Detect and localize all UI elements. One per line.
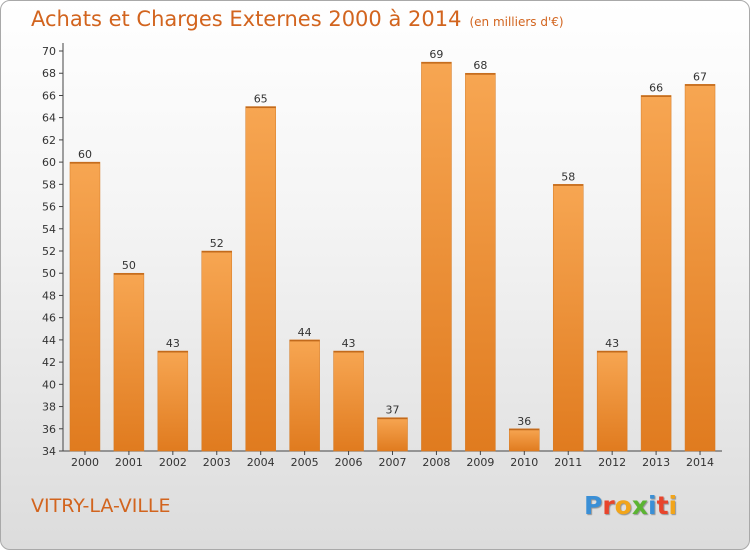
bar <box>113 272 145 452</box>
bar <box>684 84 716 452</box>
place-name: VITRY-LA-VILLE <box>31 495 171 517</box>
y-tick-label: 34 <box>42 445 56 458</box>
bar-top-edge <box>69 162 100 164</box>
x-tick-label: 2011 <box>554 456 582 469</box>
data-label: 36 <box>517 415 531 428</box>
y-tick-label: 38 <box>42 401 56 414</box>
y-tick-label: 44 <box>42 334 56 347</box>
bar-top-edge <box>289 339 320 342</box>
y-tick-label: 40 <box>42 378 56 391</box>
y-tick-label: 48 <box>42 289 56 302</box>
logo-letter: r <box>602 491 615 520</box>
data-label: 52 <box>210 237 224 250</box>
chart-title: Achats et Charges Externes 2000 à 2014 (e… <box>31 7 564 31</box>
bar-top-edge <box>641 95 672 97</box>
x-tick-label: 2006 <box>335 456 363 469</box>
logo-letter: i <box>648 491 657 520</box>
x-tick-label: 2000 <box>71 456 99 469</box>
data-label: 50 <box>122 259 136 272</box>
bar <box>377 417 408 452</box>
data-label: 43 <box>342 337 356 350</box>
y-tick-label: 70 <box>42 45 56 58</box>
bar-top-edge <box>377 417 408 420</box>
y-tick-label: 66 <box>42 89 56 102</box>
bar <box>552 184 584 452</box>
bar-top-edge <box>157 351 188 353</box>
bar-top-edge <box>553 184 584 186</box>
bar-top-edge <box>685 84 716 86</box>
logo-letter: P <box>584 491 603 520</box>
x-tick-label: 2010 <box>510 456 538 469</box>
chart-title-text: Achats et Charges Externes 2000 à 2014 <box>31 7 462 31</box>
data-label: 44 <box>298 326 312 339</box>
x-tick-label: 2012 <box>598 456 626 469</box>
y-tick-label: 58 <box>42 178 56 191</box>
bar <box>333 350 364 452</box>
bar-top-edge <box>333 351 364 353</box>
data-label: 65 <box>254 93 268 106</box>
x-tick-label: 2014 <box>686 456 714 469</box>
x-tick-label: 2009 <box>466 456 494 469</box>
x-tick-label: 2003 <box>203 456 231 469</box>
x-tick-label: 2007 <box>379 456 407 469</box>
data-label: 43 <box>166 337 180 350</box>
data-label: 66 <box>649 81 663 94</box>
x-tick-label: 2005 <box>291 456 319 469</box>
bar <box>596 350 628 452</box>
data-label: 43 <box>605 337 619 350</box>
y-tick-label: 46 <box>42 312 56 325</box>
y-tick-label: 36 <box>42 423 56 436</box>
y-tick-label: 52 <box>42 245 56 258</box>
bar <box>640 95 672 452</box>
x-tick-label: 2008 <box>422 456 450 469</box>
y-tick-label: 42 <box>42 356 56 369</box>
bar-top-edge <box>201 251 232 253</box>
logo-letter: o <box>614 491 632 520</box>
bar <box>245 106 276 452</box>
y-tick-label: 54 <box>42 223 56 236</box>
data-label: 68 <box>473 59 487 72</box>
bar <box>201 250 233 452</box>
y-tick-label: 56 <box>42 201 56 214</box>
logo-letter: i <box>668 491 678 520</box>
bar <box>289 339 320 452</box>
data-label: 67 <box>693 70 707 83</box>
bar <box>421 61 452 452</box>
bar-top-edge <box>245 106 276 109</box>
proxiti-logo: Proxiti <box>584 491 677 520</box>
bar <box>465 72 496 452</box>
logo-letter: t <box>656 491 669 520</box>
y-tick-label: 64 <box>42 112 56 125</box>
bar <box>509 428 540 452</box>
x-tick-label: 2002 <box>159 456 187 469</box>
data-label: 60 <box>78 148 92 161</box>
y-tick-label: 60 <box>42 156 56 169</box>
bar-top-edge <box>597 351 628 353</box>
bar <box>157 350 189 452</box>
y-tick-label: 62 <box>42 134 56 147</box>
bar-top-edge <box>509 428 540 431</box>
bar-top-edge <box>465 73 496 75</box>
x-tick-label: 2004 <box>247 456 275 469</box>
bar <box>69 161 101 452</box>
bar-top-edge <box>113 273 144 275</box>
bar-top-edge <box>421 62 452 64</box>
data-label: 58 <box>561 170 575 183</box>
x-tick-label: 2013 <box>642 456 670 469</box>
y-tick-label: 68 <box>42 67 56 80</box>
data-label: 37 <box>386 404 400 417</box>
data-label: 69 <box>429 48 443 61</box>
chart-subtitle: (en milliers d'€) <box>469 15 564 29</box>
logo-letter: x <box>631 491 648 520</box>
y-tick-label: 50 <box>42 267 56 280</box>
x-tick-label: 2001 <box>115 456 143 469</box>
